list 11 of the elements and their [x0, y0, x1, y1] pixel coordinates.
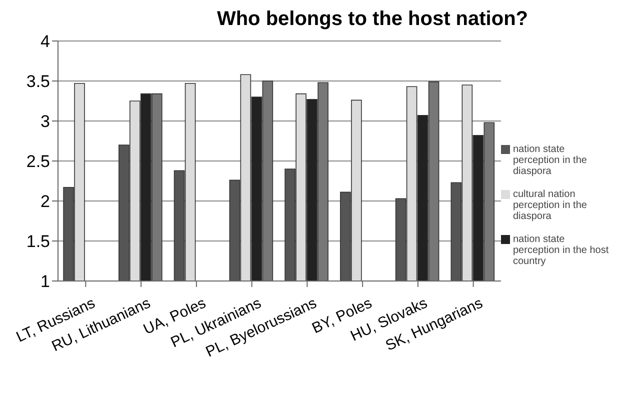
legend-label: cultural nation perception in the diaspora [513, 188, 588, 222]
y-tick-label: 1.5 [26, 232, 50, 252]
legend-label: nation state perception in the diaspora [513, 144, 588, 176]
legend-label: nation state perception in the host country [513, 234, 610, 266]
y-tick-label: 2 [40, 192, 50, 212]
y-tick-label: 1 [40, 272, 50, 292]
y-tick-label: 2.5 [26, 152, 50, 172]
y-tick-label: 4 [40, 32, 50, 52]
y-tick-label: 3 [40, 112, 50, 132]
y-tick-label: 3.5 [26, 72, 50, 92]
chart-title: Who belongs to the host nation? [216, 8, 530, 31]
